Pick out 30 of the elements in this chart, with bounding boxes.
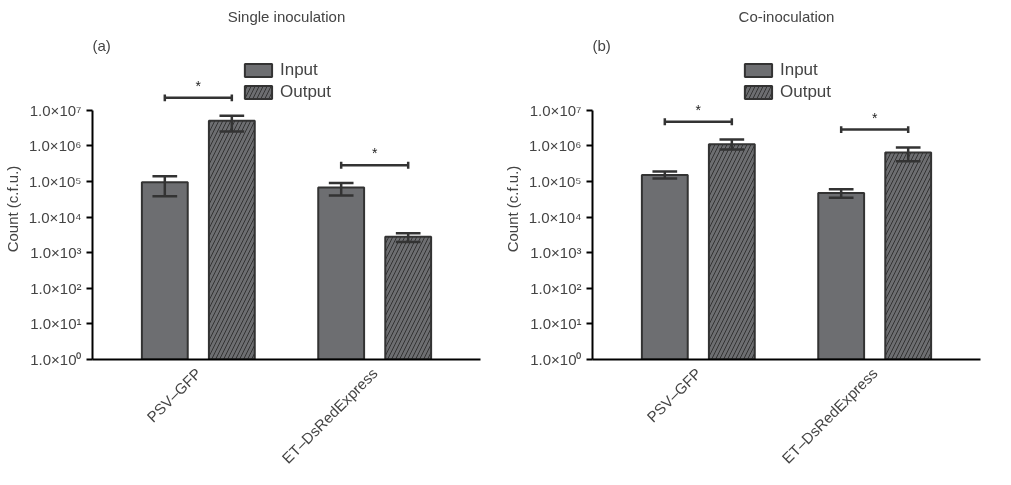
- y-tick-label: 1.0×10³: [30, 244, 82, 262]
- y-tick-label: 1.0×10¹: [530, 315, 582, 333]
- legend-label: Input: [779, 60, 818, 80]
- y-tick-label: 1.0×10⁷: [29, 101, 82, 119]
- text: (b): [592, 36, 611, 54]
- y-axis-title: Count (c.f.u.): [503, 165, 521, 253]
- legend-label: Output: [779, 82, 832, 102]
- y-axis-title: Count (c.f.u.): [3, 165, 21, 253]
- y-tick-label: 1.0×10⁵: [528, 172, 582, 190]
- y-tick-label: 1.0×10³: [530, 244, 582, 262]
- legend-label: Output: [279, 82, 332, 102]
- y-tick-label: 1.0×10⁴: [528, 208, 582, 226]
- y-tick-label: 1.0×10²: [30, 279, 82, 297]
- y-tick-label: 1.0×10⁶: [529, 137, 582, 155]
- y-tick-label: 1.0×10¹: [30, 315, 82, 333]
- annotation: *: [371, 145, 378, 162]
- y-tick-label: 1.0×10⁰: [530, 351, 582, 368]
- legend-label: Input: [279, 60, 318, 80]
- y-tick-label: 1.0×10⁴: [28, 208, 82, 226]
- y-tick-label: 1.0×10⁷: [529, 101, 582, 119]
- chart-title: Co-inoculation: [738, 7, 835, 25]
- y-tick-label: 1.0×10⁶: [29, 137, 82, 155]
- annotation: *: [871, 109, 878, 126]
- y-tick-label: 1.0×10²: [530, 279, 582, 297]
- y-tick-label: 1.0×10⁵: [28, 172, 82, 190]
- text: *: [195, 77, 202, 94]
- chart-title: Single inoculation: [227, 7, 346, 25]
- text: (a): [92, 36, 111, 54]
- y-tick-label: 1.0×10⁰: [30, 351, 82, 368]
- annotation: *: [695, 101, 702, 118]
